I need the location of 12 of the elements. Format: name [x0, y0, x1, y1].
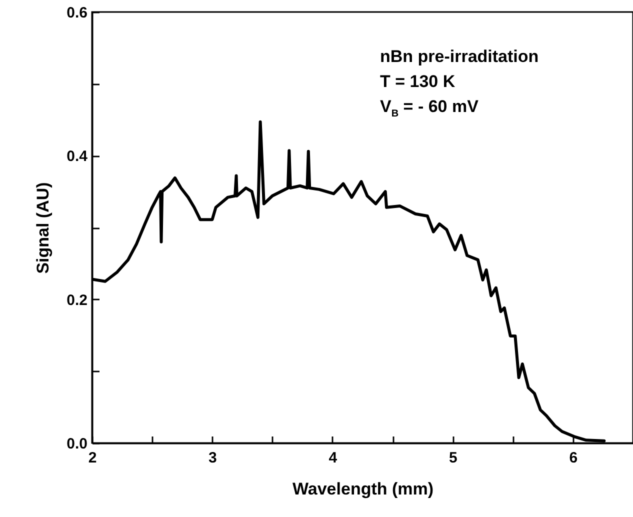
x-tick-label: 4: [328, 450, 338, 466]
x-tick-label: 2: [88, 450, 97, 466]
x-axis-title: Wavelength (mm): [292, 480, 434, 498]
y-tick-label: 0.2: [66, 292, 88, 309]
y-tick-label: 0.4: [66, 148, 88, 166]
y-tick-label: 0.6: [66, 4, 88, 22]
annotation-text: nBn pre-irraditation T = 130 K V$_{B}$ = - 60 mV: [380, 46, 539, 122]
x-tick-label: 3: [208, 450, 217, 466]
x-tick-label: 5: [448, 450, 458, 466]
x-tick-label: 6: [569, 450, 578, 466]
y-axis-title: Signal (AU): [34, 182, 53, 274]
y-tick-label: 0.0: [66, 436, 88, 452]
